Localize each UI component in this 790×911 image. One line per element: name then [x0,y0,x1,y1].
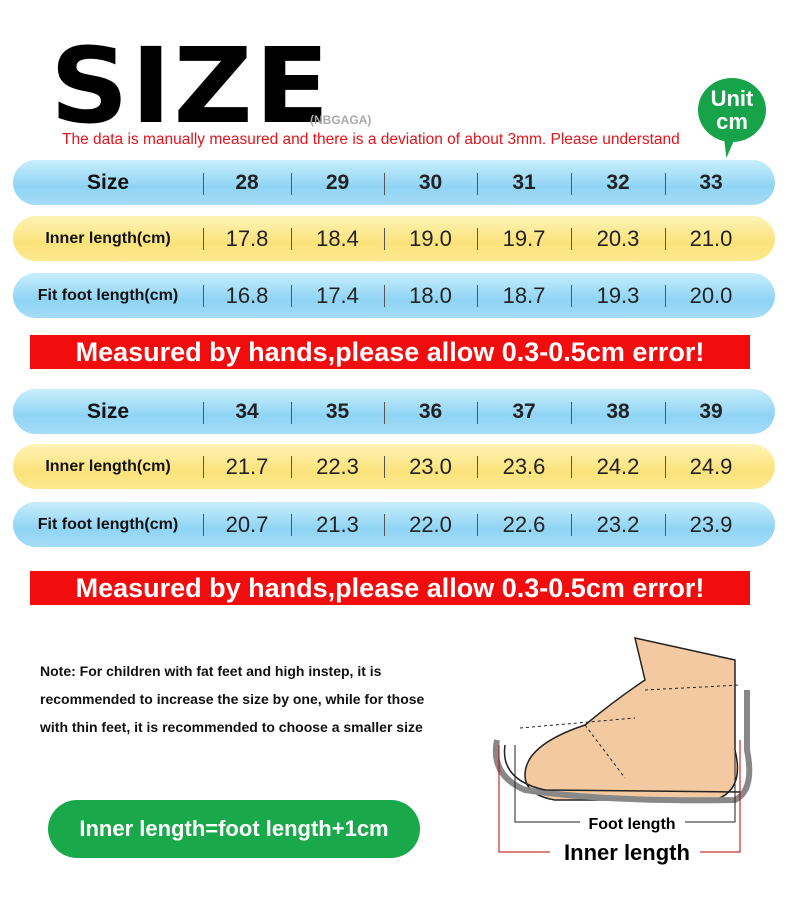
size-cell: 36 [384,400,477,424]
shoe-sole [492,690,753,804]
fit-cell: 17.4 [291,283,384,309]
fit-cell: 18.7 [477,283,571,309]
size-cell: 33 [665,171,757,195]
inner-cell: 24.9 [665,454,757,480]
unit-badge: Unit cm [698,78,766,142]
size-row: Size 34 35 36 37 38 39 [13,389,775,434]
inner-cell: 21.7 [203,454,291,480]
size-cell: 30 [384,171,477,195]
size-row-label: Size [86,170,130,194]
size-cell: 34 [203,400,291,424]
formula-badge: Inner length=foot length+1cm [48,800,420,858]
page-title: SIZE [50,25,332,147]
foot-length-label: Foot length [588,816,675,833]
size-cell: 38 [571,400,665,424]
error-banner: Measured by hands,please allow 0.3-0.5cm… [30,335,750,369]
fit-cell: 18.0 [384,283,477,309]
size-cell: 31 [477,171,571,195]
fit-cell: 20.0 [665,283,757,309]
inner-cell: 18.4 [291,226,384,252]
fit-cell: 16.8 [203,283,291,309]
fit-cell: 23.9 [665,512,757,538]
inner-row: Inner length(cm) 17.8 18.4 19.0 19.7 20.3 21.0 [13,216,775,261]
size-row-label: Size [86,399,130,423]
fit-row-label: Fit foot length(cm) [37,286,179,304]
inner-length-label: Inner length [564,840,690,865]
inner-cell: 24.2 [571,454,665,480]
inner-cell: 23.6 [477,454,571,480]
fit-cell: 22.0 [384,512,477,538]
size-cell: 35 [291,400,384,424]
fit-row-label: Fit foot length(cm) [37,515,179,533]
inner-cell: 20.3 [571,226,665,252]
inner-cell: 21.0 [665,226,757,252]
inner-cell: 19.7 [477,226,571,252]
inner-cell: 22.3 [291,454,384,480]
size-cell: 37 [477,400,571,424]
size-cell: 39 [665,400,757,424]
disclaimer: The data is manually measured and there … [62,131,680,148]
size-cell: 29 [291,171,384,195]
size-row: Size 28 29 30 31 32 33 [13,160,775,205]
size-cell: 28 [203,171,291,195]
size-cell: 32 [571,171,665,195]
foot-illustration [524,637,739,801]
brand-label: (NBGAGA) [310,113,372,127]
fit-cell: 22.6 [477,512,571,538]
inner-cell: 17.8 [203,226,291,252]
inner-cell: 19.0 [384,226,477,252]
inner-row-label: Inner length(cm) [45,229,171,247]
inner-cell: 23.0 [384,454,477,480]
error-banner: Measured by hands,please allow 0.3-0.5cm… [30,571,750,605]
fit-cell: 20.7 [203,512,291,538]
fit-cell: 23.2 [571,512,665,538]
fit-row: Fit foot length(cm) 16.8 17.4 18.0 18.7 19.3 2… [13,273,775,318]
shoe-diagram: Foot length Inner length [492,637,753,865]
fit-cell: 19.3 [571,283,665,309]
fit-row: Fit foot length(cm) 20.7 21.3 22.0 22.6 23.2 2… [13,502,775,547]
unit-value: cm [716,109,748,134]
unit-label: Unit [710,86,754,111]
fit-cell: 21.3 [291,512,384,538]
note-text: Note: For children with fat feet and hig… [40,663,425,735]
inner-row: Inner length(cm) 21.7 22.3 23.0 23.6 24.2 24.9 [13,444,775,489]
inner-row-label: Inner length(cm) [45,457,171,475]
